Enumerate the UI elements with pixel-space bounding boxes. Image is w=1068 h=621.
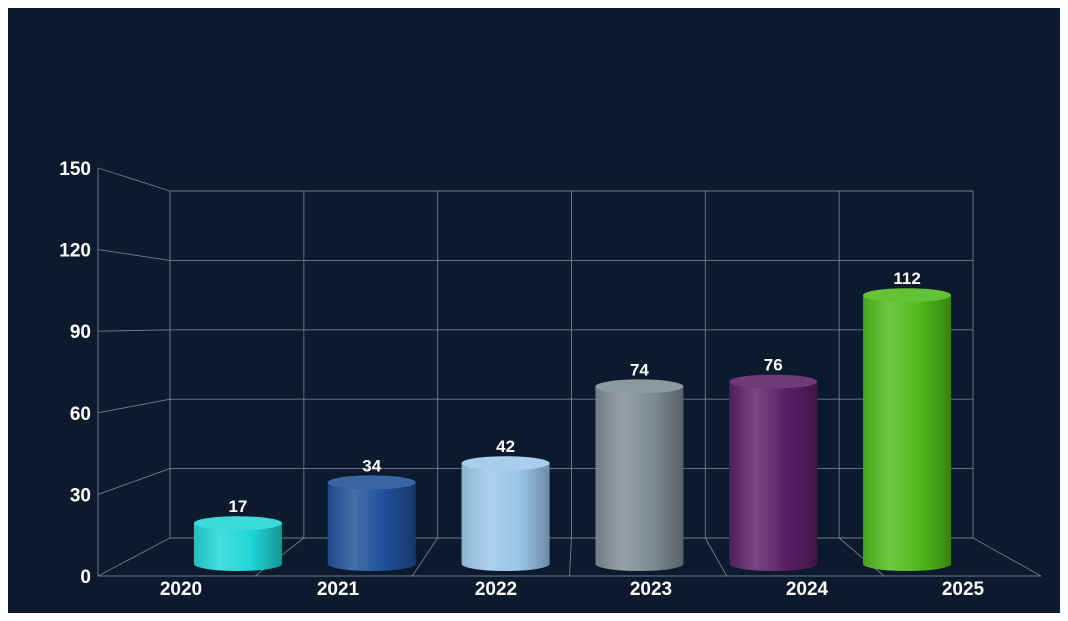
y-tick-label: 30: [70, 485, 91, 506]
data-label: 74: [630, 360, 649, 379]
y-tick-label: 0: [80, 567, 91, 588]
bar-cap: [461, 456, 550, 471]
data-label: 112: [893, 269, 920, 288]
bar-body: [327, 482, 416, 571]
bar-cap: [595, 379, 684, 394]
data-label: 42: [496, 437, 515, 456]
floor-gridline: [838, 537, 885, 577]
floor-gridline: [411, 537, 439, 577]
gridline-side: [97, 167, 171, 192]
y-tick-label: 60: [70, 404, 91, 425]
bar-cap: [193, 516, 282, 531]
bar-2024: 76: [729, 356, 818, 571]
x-tick-label: 2023: [630, 579, 672, 600]
bar-cap: [729, 374, 818, 389]
y-axis: 0 30 60 90 120 150: [59, 159, 91, 588]
y-tick-label: 90: [70, 322, 91, 343]
bar-cap: [327, 475, 416, 490]
bar-2025: 112: [863, 269, 952, 571]
bar-body: [729, 381, 818, 571]
bar-series: 17 34 42 74 76 112: [193, 269, 952, 571]
bar-2022: 42: [461, 437, 550, 571]
x-tick-label: 2020: [160, 579, 202, 600]
data-label: 17: [228, 497, 247, 516]
gridline-side: [97, 537, 171, 577]
x-tick-label: 2025: [942, 579, 985, 600]
floor-gridline: [569, 537, 572, 577]
bar-2023: 74: [595, 360, 684, 571]
data-label: 76: [764, 356, 783, 375]
bar-2020: 17: [193, 497, 282, 571]
gridline-side: [97, 329, 171, 332]
x-axis: 2020 2021 2022 2023 2024 2025: [160, 579, 985, 600]
chart-panel: 0 30 60 90 120 150 17 34 42 74 76 112 2020 2021 2022…: [8, 8, 1060, 613]
bar-chart: 0 30 60 90 120 150 17 34 42 74 76 112 2020 2021 2022…: [59, 159, 1042, 600]
bar-2021: 34: [327, 456, 416, 571]
bar-body: [863, 295, 952, 571]
bar-cap: [863, 288, 952, 303]
floor-right-edge: [972, 537, 1042, 577]
y-tick-label: 150: [59, 159, 91, 180]
x-tick-label: 2021: [317, 579, 360, 600]
floor-gridline: [704, 537, 728, 577]
gridline-side: [97, 249, 171, 261]
bar-body: [193, 523, 282, 571]
x-tick-label: 2022: [475, 579, 517, 600]
gridline-side: [97, 468, 171, 495]
bar-body: [595, 386, 684, 571]
data-label: 34: [362, 456, 381, 475]
x-tick-label: 2024: [786, 579, 829, 600]
y-tick-label: 120: [59, 241, 91, 262]
bar-body: [461, 463, 550, 571]
gridline-side: [97, 398, 171, 414]
